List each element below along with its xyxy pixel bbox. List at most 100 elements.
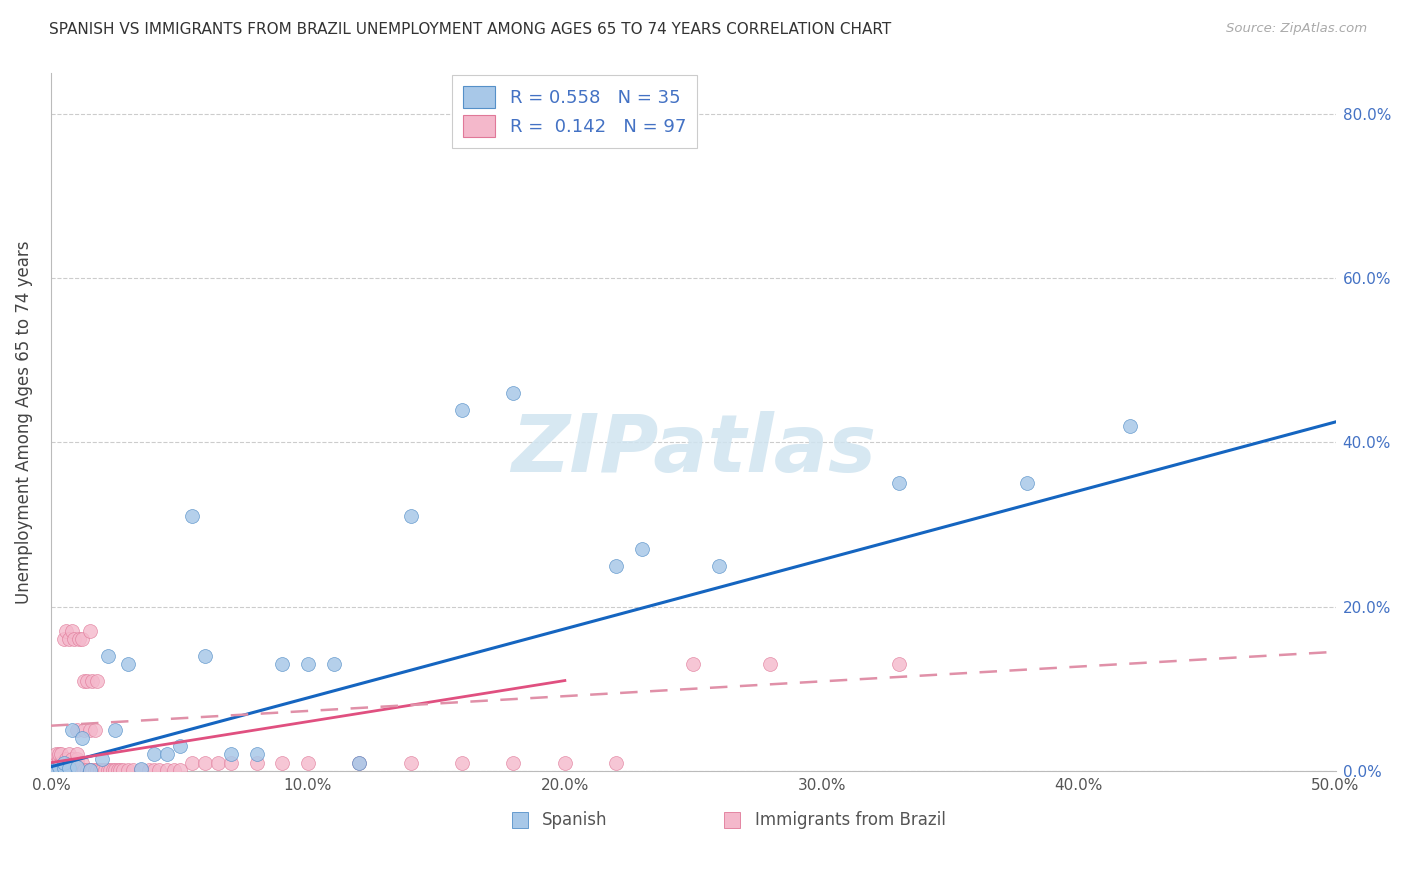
Point [169,739,191,754]
Point [297,657,319,672]
Point [142,763,165,777]
Point [245,747,267,762]
Point [66,723,89,737]
Point [219,756,242,770]
Point [52,756,75,770]
Point [83,723,105,737]
Point [48,756,70,770]
Point [51,760,73,774]
Point [399,756,422,770]
Point [45,762,67,776]
Point [76,673,98,688]
Point [67,632,90,647]
Point [887,476,910,491]
Point [107,763,129,777]
Point [89,763,111,777]
Point [502,386,524,401]
Point [60,763,83,777]
Point [51,756,73,770]
Point [79,624,101,639]
Point [45,760,67,774]
Point [156,763,179,777]
Point [97,648,120,663]
Point [271,756,294,770]
Point [101,763,124,777]
Point [52,763,75,777]
Point [163,763,186,777]
Point [73,673,96,688]
Point [58,747,80,762]
Point [45,763,67,777]
Point [98,763,121,777]
Point [42,760,65,774]
Point [117,657,139,672]
Point [86,673,108,688]
Point [42,756,65,770]
Point [129,763,152,777]
Point [73,763,96,777]
Point [194,648,217,663]
Point [42,762,65,776]
Point [349,756,371,770]
Point [349,756,371,770]
Text: Source: ZipAtlas.com: Source: ZipAtlas.com [1226,22,1367,36]
Point [682,657,704,672]
Point [79,763,101,777]
Point [82,673,104,688]
Point [104,763,127,777]
Point [55,763,77,777]
Point [66,751,89,765]
Point [94,763,117,777]
Point [51,747,73,762]
Point [63,632,86,647]
Point [117,763,139,777]
Point [83,763,105,777]
Point [45,747,67,762]
Point [52,756,75,770]
Point [104,723,127,737]
Point [129,762,152,776]
Point [55,756,77,770]
Point [887,657,910,672]
Point [759,657,782,672]
Point [451,756,474,770]
Point [122,763,145,777]
Point [45,751,67,765]
Point [707,558,730,573]
Point [52,761,75,775]
Point [58,763,80,777]
Point [322,657,344,672]
Point [207,756,229,770]
Point [66,756,89,770]
Point [142,747,165,762]
Point [91,763,114,777]
Point [51,763,73,777]
Point [111,763,134,777]
Point [1017,476,1039,491]
Point [631,542,654,557]
Point [451,402,474,417]
Point [63,763,86,777]
Point [399,509,422,524]
Point [48,762,70,776]
Point [97,763,120,777]
Point [55,624,77,639]
Point [219,747,242,762]
Point [271,657,294,672]
Point [194,756,217,770]
Point [73,723,96,737]
Point [48,763,70,777]
Text: Immigrants from Brazil: Immigrants from Brazil [755,811,946,829]
Point [156,747,179,762]
Legend: R = 0.558   N = 35, R =  0.142   N = 97: R = 0.558 N = 35, R = 0.142 N = 97 [451,75,697,148]
Point [297,756,319,770]
Text: Spanish: Spanish [541,811,607,829]
Point [181,509,204,524]
Point [66,747,89,762]
Point [605,756,627,770]
Point [66,763,89,777]
Point [58,760,80,774]
Point [181,756,204,770]
Point [169,763,191,777]
Point [70,632,93,647]
